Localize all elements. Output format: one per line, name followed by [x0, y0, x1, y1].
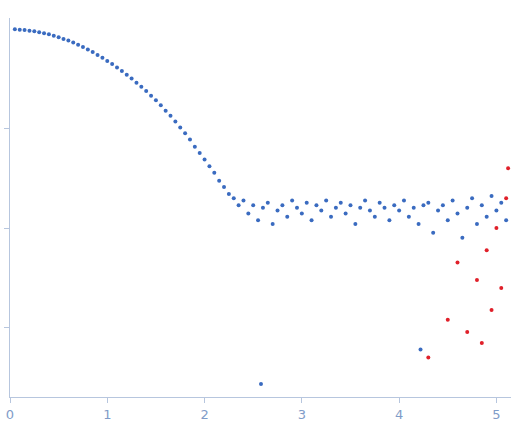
- svg-text:4: 4: [395, 407, 403, 422]
- svg-text:1: 1: [103, 407, 111, 422]
- svg-text:3: 3: [298, 407, 306, 422]
- svg-text:5: 5: [492, 407, 500, 422]
- svg-text:2: 2: [200, 407, 208, 422]
- svg-text:0: 0: [6, 407, 14, 422]
